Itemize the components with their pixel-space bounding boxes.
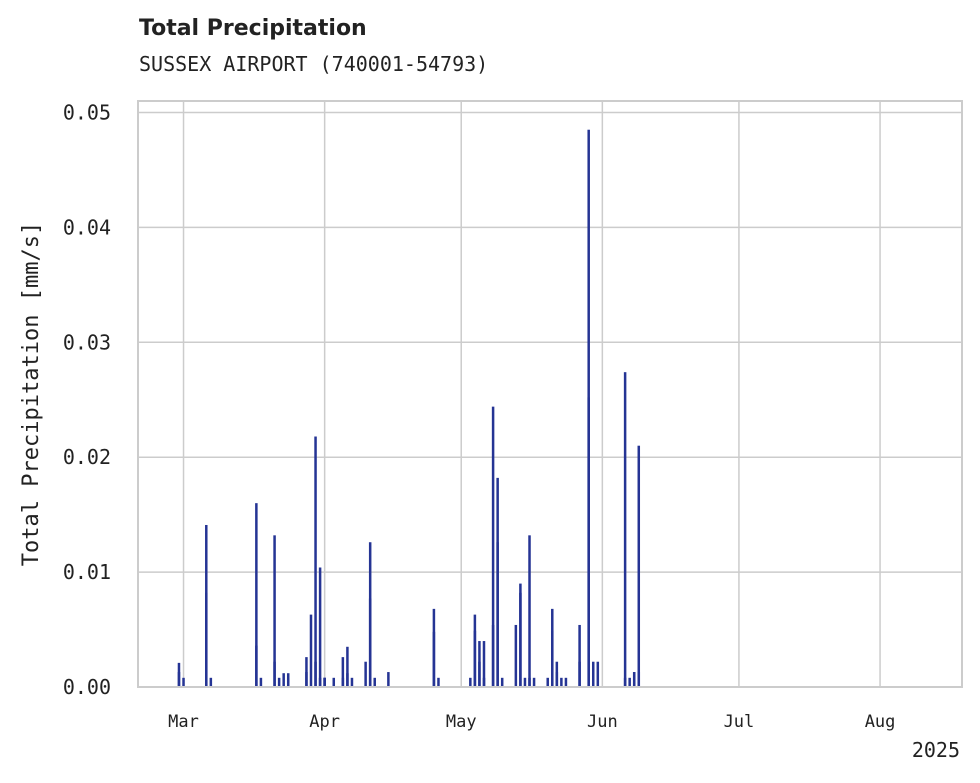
y-tick-label: 0.00 [63,675,111,699]
precip-bar [346,646,349,687]
precip-bar [578,624,581,687]
precip-bar [341,657,345,687]
precip-bar [637,672,641,687]
plot-frame [137,100,963,688]
precip-bar [259,677,263,687]
precip-bar [482,641,486,687]
precip-bar [373,677,376,687]
precip-bar [632,672,636,687]
x-tick-label: Aug [865,712,896,732]
precip-bar [500,677,504,687]
precip-bar [368,598,372,687]
bar-series [177,129,641,688]
precip-bar [341,677,345,687]
precip-bar [177,662,181,687]
precip-bar [273,535,276,687]
precip-bar [469,677,472,687]
precip-bar [305,657,308,687]
precip-bar [387,672,390,687]
precip-bar [437,677,440,687]
precip-bar [309,614,313,687]
precip-bar [332,677,336,687]
precip-bar [551,608,554,687]
x-tick-label: Jul [724,712,755,732]
precip-bar [532,677,536,687]
precip-bar [560,677,563,687]
precip-bar [523,677,527,687]
precip-bar [255,503,258,687]
precip-bar [628,677,631,687]
precip-bar [546,677,549,687]
y-tick-label: 0.02 [63,445,111,469]
y-axis-label: Total Precipitation [mm/s] [19,222,44,566]
precip-bar [596,661,600,687]
y-tick-label: 0.03 [63,330,111,354]
chart-subtitle: SUSSEX AIRPORT (740001-54793) [139,52,489,76]
precip-bar [286,677,290,687]
precip-bar [528,677,531,687]
y-tick-label: 0.05 [63,100,111,124]
precip-bar [637,445,641,687]
x-axis-year-label: 2025 [912,738,960,762]
precip-bar [491,406,495,687]
precip-bar [364,661,367,687]
x-axis: Mar Apr May Jun Jul Aug [168,712,895,732]
precip-bar [318,567,322,687]
precip-bar [314,436,317,687]
y-axis: 0.00 0.01 0.02 0.03 0.04 0.05 [63,100,111,699]
precip-bar [519,583,522,687]
precip-bar [323,677,326,687]
x-tick-label: May [446,712,477,732]
precip-bar [623,372,627,687]
precip-bar [182,677,185,687]
precip-bar [591,661,595,687]
x-tick-label: Apr [309,712,340,732]
precip-bar [482,677,486,687]
precip-bar [496,477,499,687]
y-tick-label: 0.01 [63,560,111,584]
y-tick-label: 0.04 [63,215,111,239]
precip-bar [432,608,436,687]
precip-bar [318,677,322,687]
precip-bar [350,677,354,687]
x-tick-label: Jun [587,712,618,732]
precip-bar [255,645,258,687]
chart-title: Total Precipitation [139,16,367,41]
precip-bar [209,677,213,687]
precip-bar [528,535,531,687]
precip-bar [555,672,559,687]
precip-bar [564,677,568,687]
precip-bar [478,641,481,687]
precip-bar [205,524,208,687]
x-tick-label: Mar [168,712,199,732]
precip-bar [587,129,590,688]
precip-bar [578,661,581,687]
precip-bar [277,677,281,687]
precip-bar [473,614,477,687]
grid-lines [138,101,962,688]
precip-bar [514,624,518,687]
precip-bar [282,673,285,687]
